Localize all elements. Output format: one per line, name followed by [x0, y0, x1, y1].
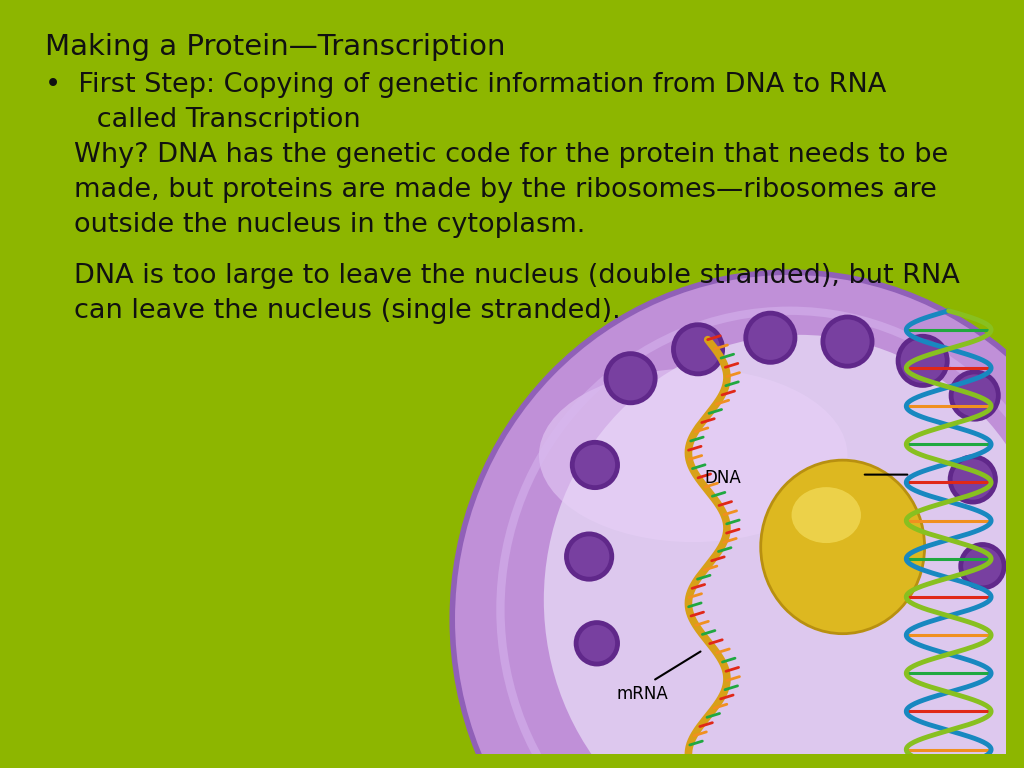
Circle shape [948, 455, 997, 505]
Ellipse shape [792, 487, 861, 543]
Circle shape [896, 334, 949, 388]
Circle shape [952, 459, 993, 500]
Text: mRNA: mRNA [616, 685, 668, 703]
Circle shape [743, 311, 798, 365]
Circle shape [948, 369, 1000, 422]
Ellipse shape [761, 460, 925, 634]
Circle shape [569, 536, 609, 577]
Circle shape [608, 356, 652, 400]
Circle shape [579, 625, 615, 662]
Circle shape [574, 445, 615, 485]
Text: DNA: DNA [705, 469, 741, 488]
Text: Making a Protein—Transcription: Making a Protein—Transcription [45, 33, 506, 61]
Circle shape [564, 531, 614, 581]
Circle shape [958, 542, 1007, 591]
Ellipse shape [453, 272, 1024, 768]
Circle shape [569, 440, 620, 490]
Ellipse shape [539, 369, 848, 542]
Circle shape [825, 319, 869, 364]
Ellipse shape [544, 335, 1024, 768]
Text: •  First Step: Copying of genetic information from DNA to RNA
      called Trans: • First Step: Copying of genetic informa… [45, 71, 887, 133]
Circle shape [964, 547, 1001, 585]
Text: Why? DNA has the genetic code for the protein that needs to be
made, but protein: Why? DNA has the genetic code for the pr… [75, 142, 948, 238]
Circle shape [603, 351, 657, 406]
Circle shape [573, 621, 620, 667]
Text: DNA is too large to leave the nucleus (double stranded), but RNA
can leave the n: DNA is too large to leave the nucleus (d… [75, 263, 961, 323]
Circle shape [953, 374, 996, 417]
Circle shape [749, 316, 793, 360]
Circle shape [900, 339, 945, 383]
Circle shape [820, 315, 874, 369]
Circle shape [671, 323, 725, 376]
Circle shape [676, 327, 720, 372]
